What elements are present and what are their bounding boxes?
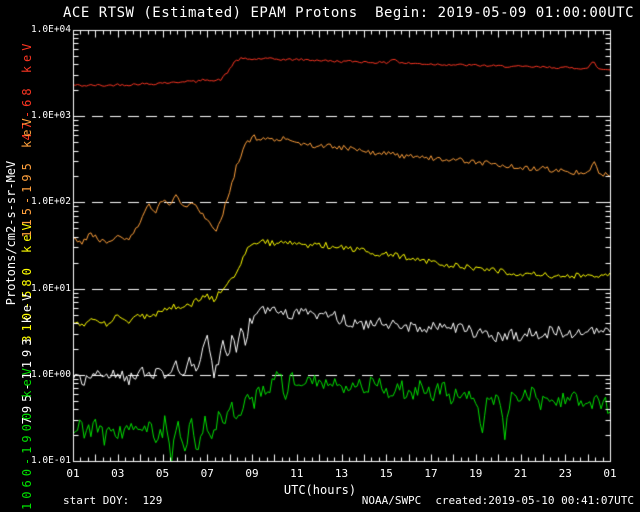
y-tick-label: 1.0E+03 <box>30 110 71 122</box>
x-tick-label: 19 <box>469 467 483 480</box>
x-tick-label: 09 <box>245 467 259 480</box>
y-tick-label: 1.0E-01 <box>30 455 71 466</box>
x-tick-label: 07 <box>200 467 214 480</box>
x-tick-label: 23 <box>558 467 572 480</box>
page-title: ACE RTSW (Estimated) EPAM Protons <box>63 5 358 21</box>
agency-label: NOAA/SWPC <box>361 494 422 507</box>
y-tick-label: 1.0E+00 <box>30 368 71 380</box>
x-tick-label: 01 <box>66 467 80 480</box>
x-tick-label: 13 <box>334 467 349 480</box>
x-tick-label: 15 <box>379 467 393 480</box>
y-tick-label: 1.0E+04 <box>30 24 71 35</box>
legend-band-1060-1900kev: 1060-1900 keV <box>20 364 34 510</box>
x-tick-label: 01 <box>603 467 617 480</box>
x-tick-label: 21 <box>513 467 528 480</box>
y-tick-label: 1.0E+02 <box>30 196 71 208</box>
x-tick-label: 03 <box>111 467 125 480</box>
x-axis-title: UTC(hours) <box>283 483 357 497</box>
x-tick-label: 17 <box>424 467 438 480</box>
credit-line: NOAA/SWPC created:2019-05-10 00:41:07UTC <box>362 494 634 507</box>
x-tick-label: 05 <box>155 467 170 480</box>
y-tick-label: 1.0E+01 <box>30 282 71 294</box>
begin-timestamp-label: Begin: 2019-05-09 01:00:00UTC <box>375 5 634 21</box>
start-doy-label: start DOY: 129 <box>63 494 163 507</box>
x-tick-label: 11 <box>290 467 304 480</box>
created-timestamp: created:2019-05-10 00:41:07UTC <box>435 494 634 507</box>
